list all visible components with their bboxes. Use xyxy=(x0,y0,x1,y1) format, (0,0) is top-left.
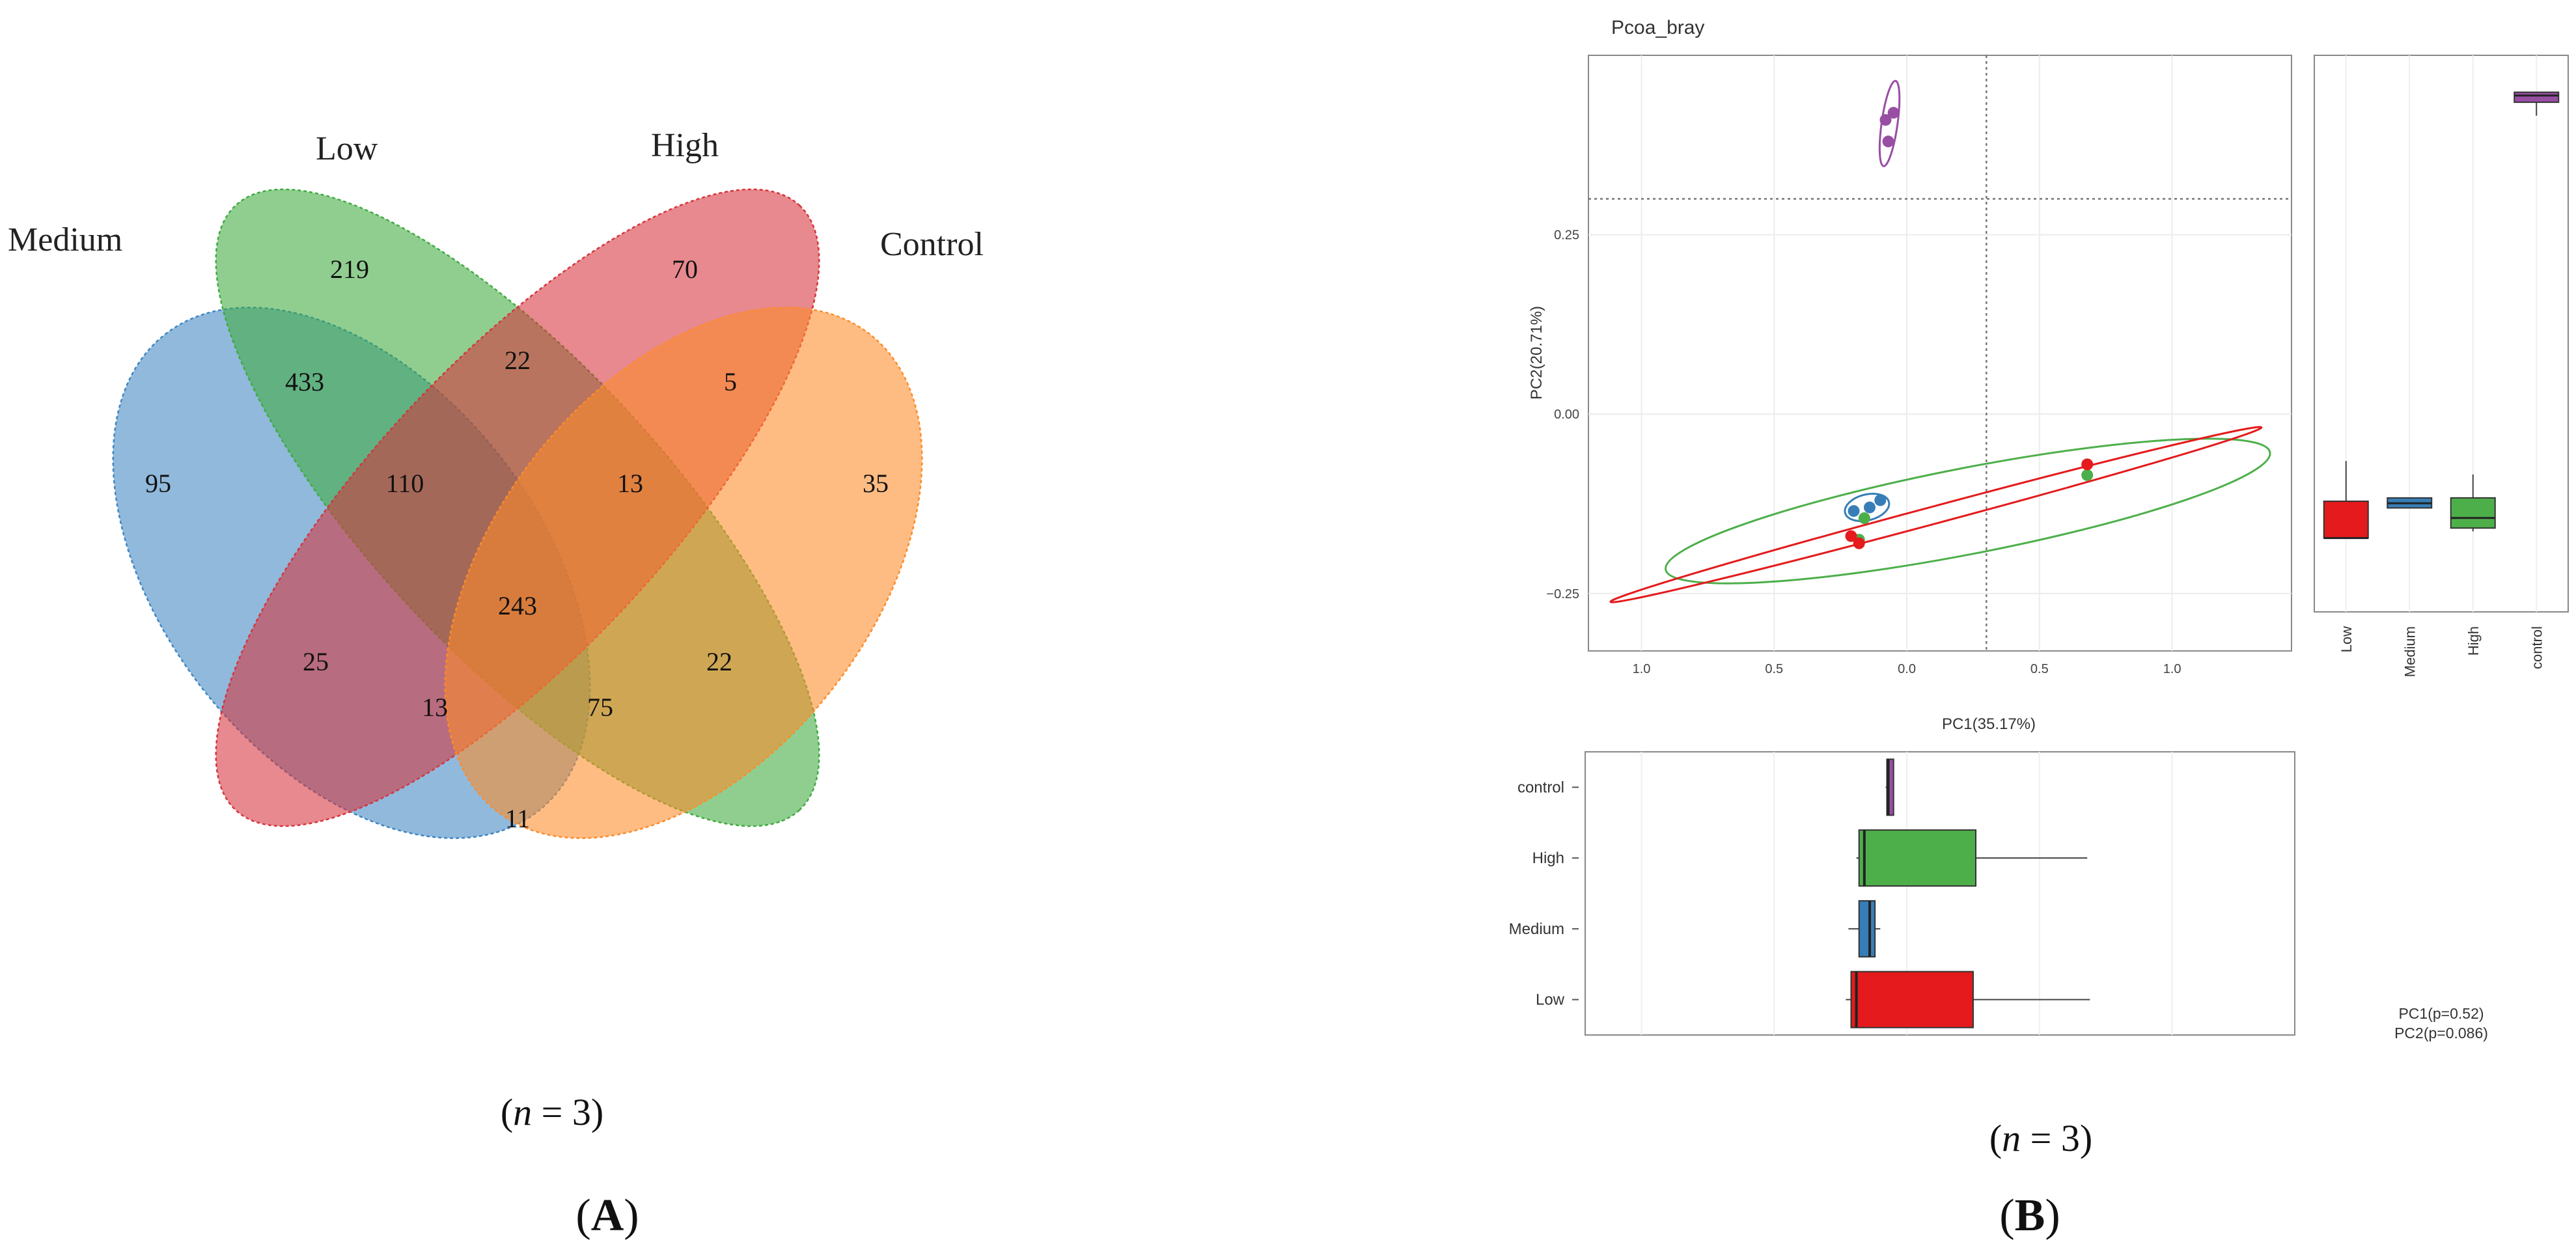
venn-count-low-high-control: 13 xyxy=(617,469,643,498)
venn-set-control xyxy=(444,307,923,839)
venn-count-medium-control: 11 xyxy=(505,804,531,833)
right-category-label: control xyxy=(2528,626,2545,669)
ellipse-low xyxy=(1609,426,2263,603)
venn-diagram: Medium Low High Control 95 219 70 35 433… xyxy=(8,127,984,1241)
scatter-panel-border xyxy=(1588,55,2292,652)
point-medium xyxy=(1864,501,1876,514)
venn-count-medium-low: 433 xyxy=(285,367,324,396)
x-tick-label: 1.0 xyxy=(1633,662,1651,676)
venn-count-medium-high: 25 xyxy=(303,647,329,676)
point-medium xyxy=(1874,494,1887,506)
venn-count-low: 219 xyxy=(330,255,369,284)
ellipse-medium xyxy=(1844,493,1890,523)
point-control xyxy=(1887,107,1900,119)
right-box-low xyxy=(2323,501,2369,539)
pcoa-title: Pcoa_bray xyxy=(1611,17,1704,38)
scatter-y-ticks: 0.25 0.00 −0.25 xyxy=(1546,228,1579,601)
point-low xyxy=(2081,458,2094,471)
bottom-category-label: control xyxy=(1517,779,1564,796)
bottom-category-label: Low xyxy=(1536,991,1565,1009)
venn-count-low-high: 22 xyxy=(505,346,531,375)
x-tick-label: 0.5 xyxy=(1765,662,1783,676)
panel-a-caption: (n = 3) xyxy=(501,1091,603,1133)
bottom-box-control xyxy=(1886,758,1894,816)
bottom-box-high xyxy=(1858,829,1977,887)
scatter-ellipses xyxy=(1609,79,2271,603)
point-control xyxy=(1879,114,1892,126)
bottom-boxplot-labels: control High Medium Low xyxy=(1509,779,1579,1009)
panel-a-label: (A) xyxy=(575,1191,639,1241)
x-tick-label: 1.0 xyxy=(2163,662,2181,676)
right-category-label: Medium xyxy=(2402,626,2418,677)
bottom-box-low xyxy=(1850,971,1974,1028)
panel-b-caption: (n = 3) xyxy=(1989,1117,2092,1159)
x-tick-label: 0.5 xyxy=(2030,662,2049,676)
venn-label-control: Control xyxy=(880,226,984,263)
bottom-box-medium xyxy=(1858,900,1876,958)
venn-count-medium-low-high: 110 xyxy=(386,469,424,498)
point-low xyxy=(1853,537,1865,549)
y-tick-label: −0.25 xyxy=(1546,587,1579,601)
scatter-gridlines xyxy=(1588,55,2292,651)
pc2-pvalue: PC2(p=0.086) xyxy=(2394,1025,2488,1041)
venn-count-medium-high-control: 13 xyxy=(422,693,448,722)
y-axis-label: PC2(20.71%) xyxy=(1528,306,1545,400)
scatter-reference-lines xyxy=(1588,55,2292,651)
right-box-control xyxy=(2514,91,2560,103)
right-category-label: High xyxy=(2465,626,2482,655)
x-axis-label: PC1(35.17%) xyxy=(1942,715,2036,733)
ellipse-high xyxy=(1665,437,2271,585)
point-control xyxy=(1882,135,1894,148)
bottom-boxplot-boxes xyxy=(1846,758,2090,1028)
venn-count-all: 243 xyxy=(498,591,537,620)
venn-count-high: 70 xyxy=(672,255,698,284)
panel-b-label: (B) xyxy=(1999,1191,2060,1241)
pc1-pvalue: PC1(p=0.52) xyxy=(2398,1005,2484,1022)
pcoa-panel: Pcoa_bray 1.0 0.5 0.0 0.5 1.0 0.250.00−0.25 … xyxy=(1509,17,2569,1241)
venn-count-medium-low-control: 75 xyxy=(587,693,613,722)
x-tick-label: 0.0 xyxy=(1898,662,1916,676)
y-tick-label: 0.25 xyxy=(1554,228,1579,243)
right-boxplot-labels: Low Medium High control xyxy=(2338,626,2545,677)
scatter-x-ticks: 1.0 0.5 0.0 0.5 1.0 xyxy=(1633,662,2181,676)
y-tick-label: 0.00 xyxy=(1554,407,1579,422)
right-box-high xyxy=(2450,497,2496,529)
point-low xyxy=(1845,530,1857,542)
point-high xyxy=(1858,512,1870,525)
venn-label-medium: Medium xyxy=(8,221,122,258)
venn-count-high-control: 5 xyxy=(724,367,737,396)
scatter-points xyxy=(1845,107,2094,549)
venn-count-control: 35 xyxy=(863,469,889,498)
point-medium xyxy=(1848,505,1860,517)
right-boxplot-boxes xyxy=(2323,91,2560,540)
venn-count-low-control: 22 xyxy=(706,647,732,676)
venn-label-low: Low xyxy=(316,130,378,167)
bottom-category-label: Medium xyxy=(1509,920,1564,938)
point-high xyxy=(2081,469,2094,481)
right-category-label: Low xyxy=(2338,626,2355,652)
venn-label-high: High xyxy=(651,127,719,164)
bottom-category-label: High xyxy=(1532,849,1564,867)
venn-count-medium: 95 xyxy=(145,469,171,498)
